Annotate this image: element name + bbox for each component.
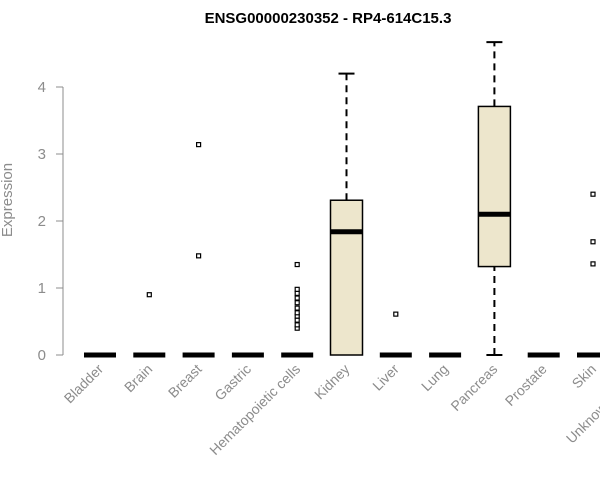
y-tick-label: 2 [38, 213, 46, 230]
y-tick-label: 3 [38, 146, 46, 163]
y-axis-label: Expression [0, 163, 16, 237]
outlier-point [294, 290, 300, 296]
x-tick-label: Skin [569, 361, 600, 392]
outlier-point [294, 300, 300, 306]
x-tick-label: Hematopoietic cells [206, 361, 303, 458]
box-group [477, 41, 512, 356]
outlier-point [294, 295, 300, 301]
box-group [182, 142, 215, 358]
x-tick-label: Bladder [61, 361, 107, 407]
y-tick-label: 0 [38, 347, 46, 364]
x-tick-label: Gastric [211, 361, 254, 404]
x-tick-label: Pancreas [447, 361, 500, 414]
outlier-point [146, 292, 152, 298]
box-group [281, 261, 314, 358]
y-axis: 0 1 2 3 4 [38, 79, 64, 364]
outlier-point [294, 261, 300, 268]
boxes-layer [84, 41, 600, 358]
box-iqr [329, 199, 364, 356]
y-tick-label: 4 [38, 79, 46, 96]
x-tick-label: Lung [418, 361, 451, 394]
outlier-point [294, 286, 300, 292]
outlier-point [590, 261, 596, 267]
outlier-point [590, 191, 596, 197]
outlier-point [294, 305, 300, 311]
box-iqr [477, 105, 512, 268]
outlier-point [294, 322, 300, 328]
outlier-point [196, 253, 202, 259]
x-tick-label: Kidney [311, 361, 353, 403]
y-tick-label: 1 [38, 280, 46, 297]
x-tick-label: Prostate [502, 361, 550, 409]
outlier-point [196, 142, 202, 148]
outlier-point [294, 310, 300, 316]
box-group [577, 191, 600, 358]
x-tick-label: Brain [121, 361, 155, 395]
box-group [133, 292, 166, 358]
outlier-point [294, 317, 300, 323]
outlier-point [590, 239, 596, 245]
outlier-point [393, 311, 399, 317]
x-tick-label: Breast [165, 361, 205, 401]
x-tick-label: Liver [369, 361, 402, 394]
box-group [379, 311, 412, 358]
chart-title: ENSG00000230352 - RP4-614C15.3 [205, 10, 452, 27]
box-group [329, 72, 364, 356]
